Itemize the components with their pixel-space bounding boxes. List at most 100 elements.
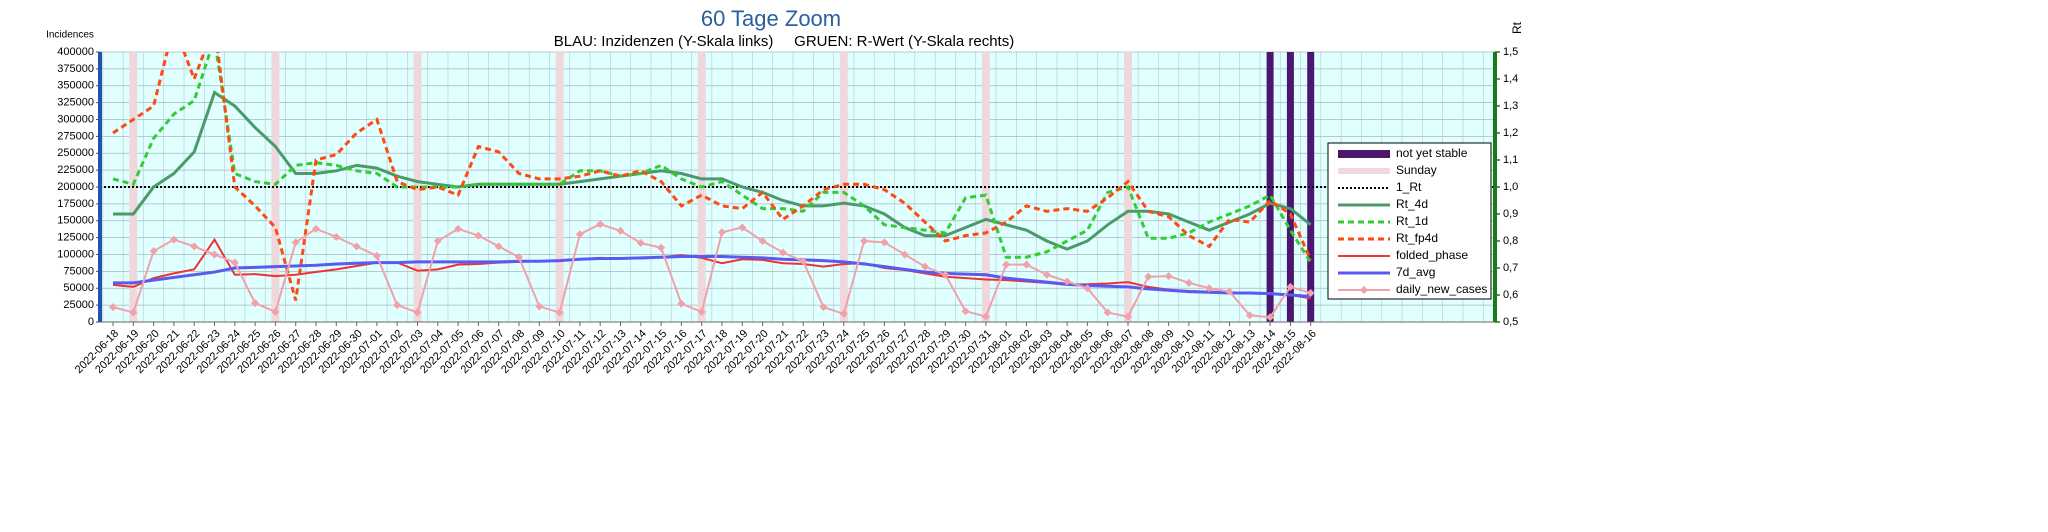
point bbox=[1083, 284, 1092, 293]
point bbox=[352, 242, 361, 251]
point bbox=[372, 251, 381, 260]
y-tick-label: 400000 bbox=[57, 46, 94, 58]
point bbox=[312, 224, 320, 233]
point bbox=[596, 220, 605, 229]
point bbox=[941, 270, 950, 279]
chart-subtitle: BLAU: Inzidenzen (Y-Skala links) GRUEN: … bbox=[554, 33, 1014, 50]
y-tick-label: 300000 bbox=[57, 113, 94, 125]
point bbox=[555, 308, 564, 317]
band bbox=[1286, 52, 1294, 322]
legend-swatch bbox=[1338, 168, 1390, 174]
y2-tick-label: 0,8 bbox=[1503, 235, 1518, 247]
point bbox=[1022, 260, 1031, 269]
point bbox=[1306, 288, 1315, 297]
point bbox=[880, 238, 889, 247]
y-tick-label: 150000 bbox=[57, 215, 94, 227]
point bbox=[271, 307, 280, 316]
y-tick-label: 100000 bbox=[57, 248, 94, 260]
point bbox=[332, 232, 341, 241]
legend-swatch bbox=[1338, 150, 1390, 158]
point bbox=[1124, 312, 1132, 321]
y-tick-label: 0 bbox=[88, 316, 94, 328]
plot-lines bbox=[100, 52, 1495, 322]
point bbox=[1205, 284, 1214, 293]
point bbox=[981, 312, 990, 321]
y-tick-label: 350000 bbox=[57, 80, 94, 92]
y-tick-label: 275000 bbox=[57, 130, 94, 142]
point bbox=[149, 247, 158, 256]
point bbox=[1042, 270, 1051, 279]
point bbox=[230, 258, 239, 267]
series-line bbox=[112, 237, 1311, 300]
point bbox=[738, 223, 747, 232]
point bbox=[433, 237, 442, 245]
point bbox=[657, 243, 666, 252]
point bbox=[1245, 311, 1254, 320]
y2-tick-label: 0,6 bbox=[1503, 289, 1518, 301]
y-tick-label: 200000 bbox=[57, 181, 94, 193]
point bbox=[860, 237, 869, 245]
point bbox=[1225, 287, 1234, 296]
y-tick-label: 75000 bbox=[63, 265, 94, 277]
point bbox=[251, 299, 260, 308]
point bbox=[1184, 278, 1193, 287]
y2-tick-label: 0,5 bbox=[1503, 316, 1518, 328]
series-line bbox=[113, 255, 1311, 298]
series-line bbox=[112, 223, 1311, 319]
y-tick-label: 375000 bbox=[57, 63, 94, 75]
legend-label: not yet stable bbox=[1396, 146, 1468, 160]
point bbox=[515, 253, 523, 262]
point bbox=[1063, 277, 1072, 286]
point bbox=[839, 309, 848, 318]
point bbox=[169, 235, 178, 244]
point bbox=[758, 237, 767, 245]
point bbox=[494, 242, 503, 251]
point bbox=[454, 224, 463, 233]
chart-title: 60 Tage Zoom bbox=[701, 6, 841, 31]
y-tick-label: 250000 bbox=[57, 147, 94, 159]
point bbox=[921, 262, 929, 271]
y-tick-label: 325000 bbox=[57, 97, 94, 109]
y2-tick-label: 1,3 bbox=[1503, 100, 1518, 112]
legend-marker bbox=[1360, 286, 1368, 294]
y2-tick-label: 0,9 bbox=[1503, 208, 1518, 220]
point bbox=[1103, 308, 1112, 317]
point bbox=[677, 299, 686, 308]
point bbox=[129, 308, 138, 317]
y-tick-label: 25000 bbox=[63, 299, 94, 311]
legend-label: daily_new_cases bbox=[1396, 282, 1487, 296]
legend-label: 7d_avg bbox=[1396, 265, 1435, 279]
point bbox=[109, 303, 117, 312]
point bbox=[575, 230, 584, 239]
point bbox=[1002, 260, 1011, 269]
point bbox=[1286, 282, 1295, 291]
legend-label: Rt_fp4d bbox=[1396, 231, 1438, 245]
point bbox=[474, 231, 483, 240]
point bbox=[616, 226, 625, 235]
point bbox=[778, 248, 787, 257]
y2-tick-label: 1,5 bbox=[1503, 46, 1518, 58]
point bbox=[819, 303, 828, 312]
point bbox=[799, 257, 808, 266]
point bbox=[210, 250, 219, 259]
point bbox=[636, 239, 645, 248]
y-tick-label: 125000 bbox=[57, 232, 94, 244]
y-tick-label: 225000 bbox=[57, 164, 94, 176]
legend-label: Rt_1d bbox=[1396, 214, 1428, 228]
point bbox=[1144, 272, 1153, 281]
y2-tick-label: 1,4 bbox=[1503, 73, 1518, 85]
y-tick-label: 50000 bbox=[63, 282, 94, 294]
point bbox=[413, 308, 422, 317]
point bbox=[961, 307, 970, 316]
series-line bbox=[112, 52, 1312, 264]
y-axis-label: Incidences bbox=[46, 30, 94, 41]
band bbox=[839, 52, 848, 322]
y2-tick-label: 1,2 bbox=[1503, 127, 1518, 139]
y2-tick-label: 1,0 bbox=[1503, 181, 1518, 193]
legend-label: folded_phase bbox=[1396, 248, 1468, 262]
series-line bbox=[112, 52, 1313, 301]
point bbox=[1164, 272, 1173, 281]
legend-label: 1_Rt bbox=[1396, 180, 1422, 194]
